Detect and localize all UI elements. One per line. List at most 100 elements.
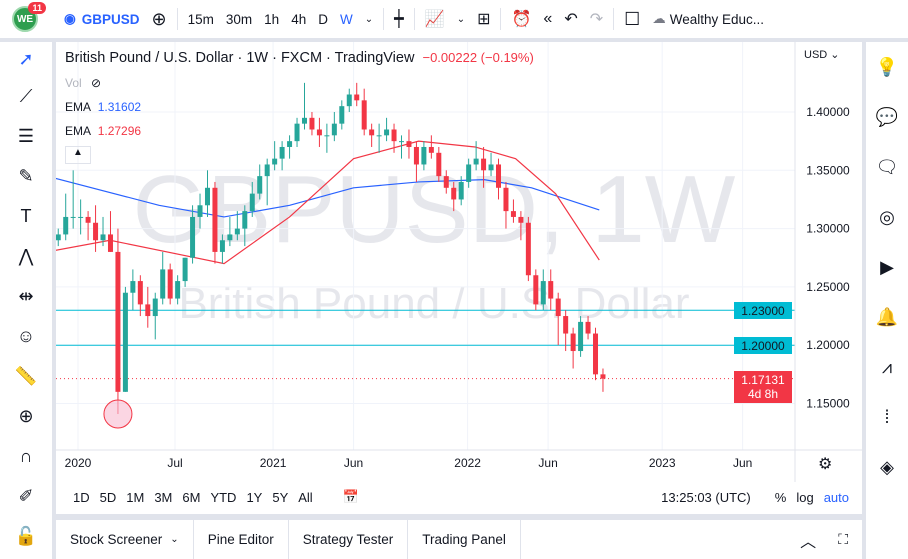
pencil-lock-icon[interactable]: ✐ bbox=[18, 485, 34, 506]
candle-body bbox=[451, 187, 457, 200]
live-icon[interactable]: ▶ bbox=[880, 256, 894, 277]
interval-4h[interactable]: 4h bbox=[291, 11, 307, 27]
templates-icon[interactable]: ⊞ bbox=[477, 11, 491, 28]
candles-icon[interactable]: ┿ bbox=[394, 11, 404, 28]
price-tick: 1.25000 bbox=[806, 280, 850, 294]
currency-selector[interactable]: USD ⌄ bbox=[804, 49, 840, 61]
alert-icon[interactable]: ⏰ bbox=[511, 11, 532, 28]
candle-body bbox=[70, 216, 76, 218]
trend-line-icon[interactable]: ⟋ bbox=[19, 85, 33, 106]
candle-body bbox=[481, 158, 487, 171]
chevron-down-icon: ⌄ bbox=[170, 534, 179, 545]
pattern-icon[interactable]: ⋀ bbox=[18, 245, 34, 266]
percent-toggle[interactable]: % bbox=[774, 489, 787, 505]
candle-body bbox=[152, 298, 158, 317]
emoji-icon[interactable]: ☺ bbox=[16, 325, 36, 346]
brush-icon[interactable]: ✎ bbox=[18, 165, 34, 186]
streams-icon[interactable]: ◎ bbox=[879, 206, 895, 227]
candle-body bbox=[204, 187, 210, 206]
tab-trading-panel[interactable]: Trading Panel bbox=[408, 520, 521, 559]
top-toolbar: WE 11 ◉ GBPUSD ⊕ 15m 30m 1h 4h D W ⌄ ┿ 📈 ⌄… bbox=[0, 0, 908, 38]
ruler-icon[interactable]: 📏 bbox=[14, 365, 38, 386]
candle-body bbox=[600, 374, 606, 379]
range-5y[interactable]: 5Y bbox=[272, 489, 289, 505]
candle-body bbox=[294, 123, 300, 142]
candle-body bbox=[510, 211, 516, 217]
collapse-panel-icon[interactable]: ︿ bbox=[800, 533, 817, 551]
layout-button[interactable]: ☁ Wealthy Educ... bbox=[652, 11, 765, 27]
hotlist-icon[interactable]: ⁞ bbox=[884, 406, 890, 427]
range-5d[interactable]: 5D bbox=[99, 489, 117, 505]
candle-body bbox=[428, 146, 434, 153]
candle-body bbox=[540, 281, 546, 305]
flag-icon: ◉ bbox=[64, 11, 76, 26]
tab-strategy-tester[interactable]: Strategy Tester bbox=[289, 520, 409, 559]
tab-pine-editor[interactable]: Pine Editor bbox=[194, 520, 289, 559]
candle-body bbox=[443, 176, 449, 188]
zoom-in-icon[interactable]: ⊕ bbox=[18, 405, 34, 426]
prediction-icon[interactable]: ⇹ bbox=[18, 285, 34, 306]
range-1m[interactable]: 1M bbox=[126, 489, 145, 505]
indicators-icon[interactable]: 📈 bbox=[424, 11, 445, 28]
watchlist-icon[interactable]: ⩘ bbox=[881, 356, 893, 377]
replay-icon[interactable]: « bbox=[543, 10, 553, 27]
compare-add-icon[interactable]: ⊕ bbox=[151, 8, 167, 29]
time-tick: 2022 bbox=[454, 456, 481, 470]
lock-icon[interactable]: 🔓 bbox=[14, 525, 38, 546]
utc-clock[interactable]: 13:25:03 (UTC) bbox=[661, 489, 751, 505]
tab-stock-screener[interactable]: Stock Screener ⌄ bbox=[56, 520, 194, 559]
magnet-icon[interactable]: ∩ bbox=[19, 445, 33, 466]
interval-w[interactable]: W bbox=[339, 11, 353, 27]
price-tick: 1.20000 bbox=[806, 338, 850, 352]
messages-icon[interactable]: 🗨 bbox=[875, 156, 899, 177]
redo-icon[interactable]: ↷ bbox=[589, 11, 604, 28]
candle-body bbox=[316, 129, 322, 136]
maximize-panel-icon[interactable]: ⛶ bbox=[838, 531, 848, 547]
undo-icon[interactable]: ↶ bbox=[564, 11, 578, 28]
time-tick: 2023 bbox=[649, 456, 676, 470]
log-toggle[interactable]: log bbox=[796, 489, 814, 505]
collapse-legend-button[interactable]: ▲ bbox=[65, 146, 91, 164]
indicators-chevron-icon[interactable]: ⌄ bbox=[456, 13, 466, 25]
fib-icon[interactable]: ☰ bbox=[17, 125, 35, 146]
interval-15m[interactable]: 15m bbox=[187, 11, 214, 27]
bell-icon[interactable]: 🔔 bbox=[875, 306, 899, 327]
candle-body bbox=[212, 187, 218, 252]
candle-body bbox=[145, 304, 151, 317]
hline-label-2: 1.20000 bbox=[734, 337, 792, 354]
ema-slow-legend: EMA 1.31602 bbox=[65, 100, 142, 114]
interval-d[interactable]: D bbox=[318, 11, 328, 27]
candle-body bbox=[369, 129, 375, 136]
text-icon[interactable]: T bbox=[20, 205, 32, 226]
symbol-search-button[interactable]: ◉ GBPUSD bbox=[64, 11, 140, 27]
eye-hidden-icon[interactable]: ⊘ bbox=[91, 76, 102, 90]
price-chart[interactable]: GBPUSD, 1W British Pound / U.S. Dollar 1… bbox=[56, 42, 862, 482]
candle-body bbox=[391, 129, 397, 142]
candle-body bbox=[496, 164, 502, 188]
range-1y[interactable]: 1Y bbox=[246, 489, 263, 505]
interval-1h[interactable]: 1h bbox=[264, 11, 280, 27]
chat-icon[interactable]: 💬 bbox=[875, 106, 899, 127]
settings-gear-icon[interactable]: ⚙ bbox=[818, 456, 833, 473]
auto-toggle[interactable]: auto bbox=[823, 489, 849, 505]
candle-body bbox=[533, 275, 539, 305]
candle-body bbox=[593, 333, 599, 375]
candle-body bbox=[413, 146, 419, 165]
range-6m[interactable]: 6M bbox=[182, 489, 201, 505]
layers-icon[interactable]: ◈ bbox=[880, 456, 894, 477]
range-ytd[interactable]: YTD bbox=[210, 489, 237, 505]
goto-date-icon[interactable]: 📅 bbox=[342, 489, 359, 504]
fullscreen-icon[interactable]: ☐ bbox=[624, 8, 641, 29]
range-all[interactable]: All bbox=[298, 489, 313, 505]
range-1d[interactable]: 1D bbox=[73, 489, 90, 505]
interval-chevron-down-icon[interactable]: ⌄ bbox=[364, 13, 374, 25]
range-3m[interactable]: 3M bbox=[154, 489, 173, 505]
candle-body bbox=[466, 164, 472, 182]
cursor-icon[interactable]: ➚ bbox=[18, 48, 34, 69]
user-avatar[interactable]: WE 11 bbox=[12, 2, 46, 32]
interval-30m[interactable]: 30m bbox=[225, 11, 253, 27]
candle-body bbox=[130, 281, 136, 293]
ideas-icon[interactable]: 💡 bbox=[875, 56, 899, 77]
candle-body bbox=[257, 176, 263, 194]
candle-body bbox=[354, 94, 360, 101]
